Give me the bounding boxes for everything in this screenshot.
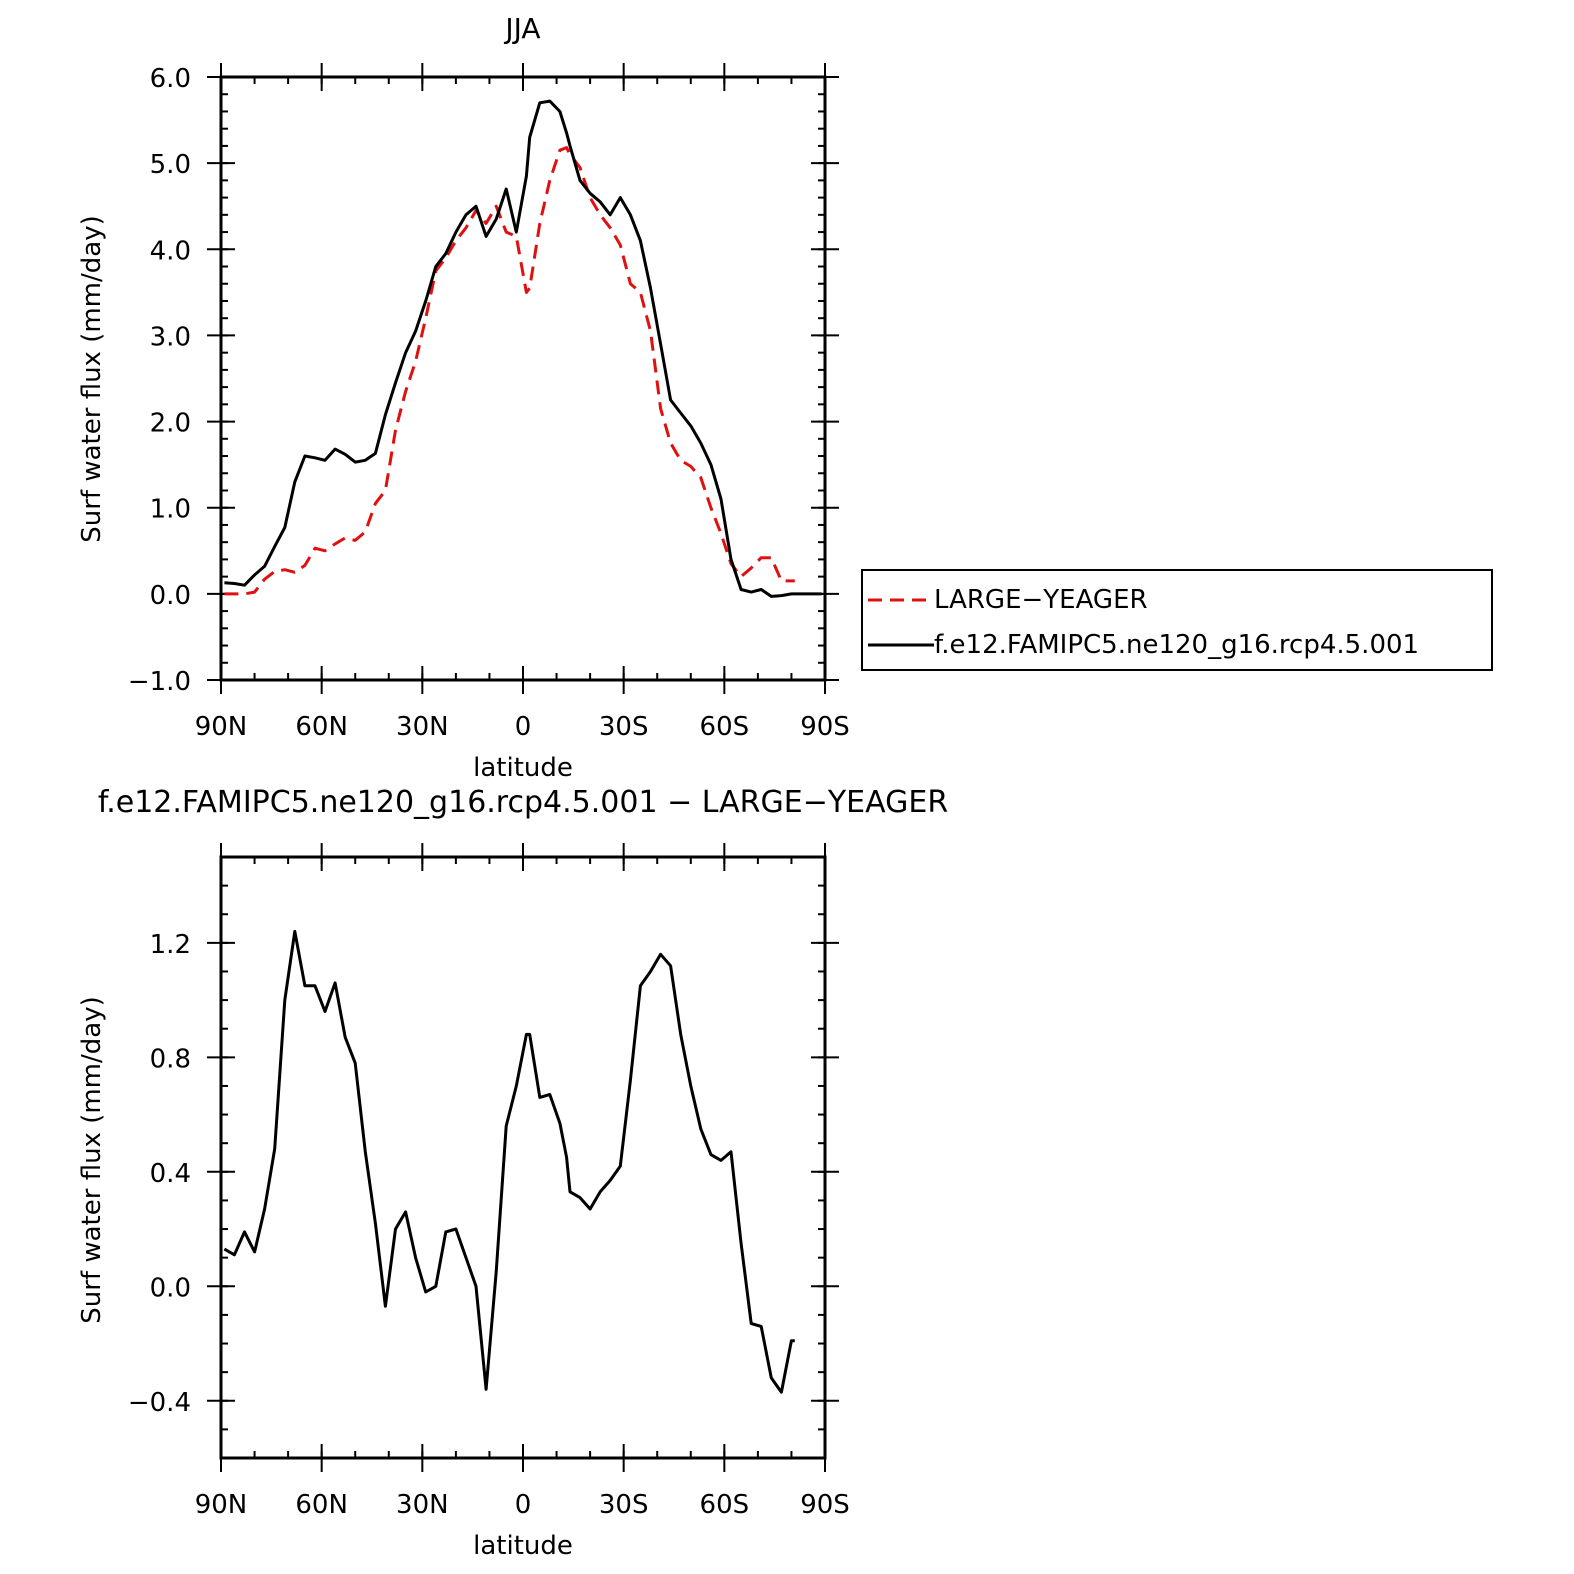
bottom-y-tick-label: 1.2 [150, 930, 191, 960]
bottom-x-tick-label: 30N [396, 1490, 449, 1520]
top-x-axis-label: latitude [473, 753, 573, 783]
top-y-tick-label: 2.0 [150, 409, 191, 439]
legend-box [861, 569, 1493, 671]
bottom-y-tick-label: −0.4 [128, 1388, 191, 1418]
bottom-y-tick-label: 0.0 [150, 1273, 191, 1303]
top-y-tick-label: 6.0 [150, 64, 191, 94]
top-series-line-0 [224, 146, 795, 596]
bottom-x-tick-label: 90S [800, 1490, 850, 1520]
top-y-tick-label: −1.0 [128, 667, 191, 697]
top-x-tick-label: 90S [800, 712, 850, 742]
bottom-x-tick-label: 30S [599, 1490, 649, 1520]
bottom-x-tick-label: 90N [195, 1490, 248, 1520]
top-series-lines [224, 99, 822, 598]
top-x-tick-label: 60N [295, 712, 348, 742]
top-x-tick-label: 30S [599, 712, 649, 742]
bottom-axis-ticks [207, 843, 839, 1472]
legend: LARGE−YEAGER f.e12.FAMIPC5.ne120_g16.rcp… [861, 569, 1493, 671]
bottom-series-lines [223, 929, 795, 1394]
bottom-x-tick-label: 60N [295, 1490, 348, 1520]
top-x-tick-label: 90N [195, 712, 248, 742]
legend-label-famipc5: f.e12.FAMIPC5.ne120_g16.rcp4.5.001 [934, 630, 1419, 660]
bottom-panel: f.e12.FAMIPC5.ne120_g16.rcp4.5.001 − LAR… [77, 785, 948, 1561]
bottom-y-tick-label: 0.4 [150, 1159, 191, 1189]
top-axis-ticks [207, 63, 839, 694]
top-x-tick-label: 30N [396, 712, 449, 742]
top-y-tick-label: 4.0 [150, 236, 191, 266]
top-series-line-1 [224, 99, 822, 598]
bottom-tick-labels: 1.2 0.8 0.4 0.0 −0.4 90N 60N 30N 0 30S 60S 90S [128, 930, 850, 1520]
top-y-tick-label: 5.0 [150, 150, 191, 180]
top-plot-frame [219, 75, 827, 682]
bottom-x-tick-label: 60S [700, 1490, 750, 1520]
bottom-x-axis-label: latitude [473, 1531, 573, 1561]
legend-label-large-yeager: LARGE−YEAGER [934, 585, 1148, 615]
top-y-tick-label: 1.0 [150, 495, 191, 525]
top-y-tick-label: 0.0 [150, 581, 191, 611]
top-y-tick-label: 3.0 [150, 322, 191, 352]
bottom-y-axis-label: Surf water flux (mm/day) [77, 996, 107, 1323]
bottom-y-tick-label: 0.8 [150, 1044, 191, 1074]
bottom-x-tick-label: 0 [515, 1490, 532, 1520]
bottom-chart-title: f.e12.FAMIPC5.ne120_g16.rcp4.5.001 − LAR… [98, 785, 948, 820]
top-chart-title: JJA [503, 12, 540, 45]
top-x-tick-label: 0 [515, 712, 532, 742]
top-x-tick-label: 60S [700, 712, 750, 742]
top-y-axis-label: Surf water flux (mm/day) [77, 215, 107, 542]
bottom-plot-frame [219, 855, 827, 1460]
bottom-series-line-0 [223, 929, 795, 1394]
